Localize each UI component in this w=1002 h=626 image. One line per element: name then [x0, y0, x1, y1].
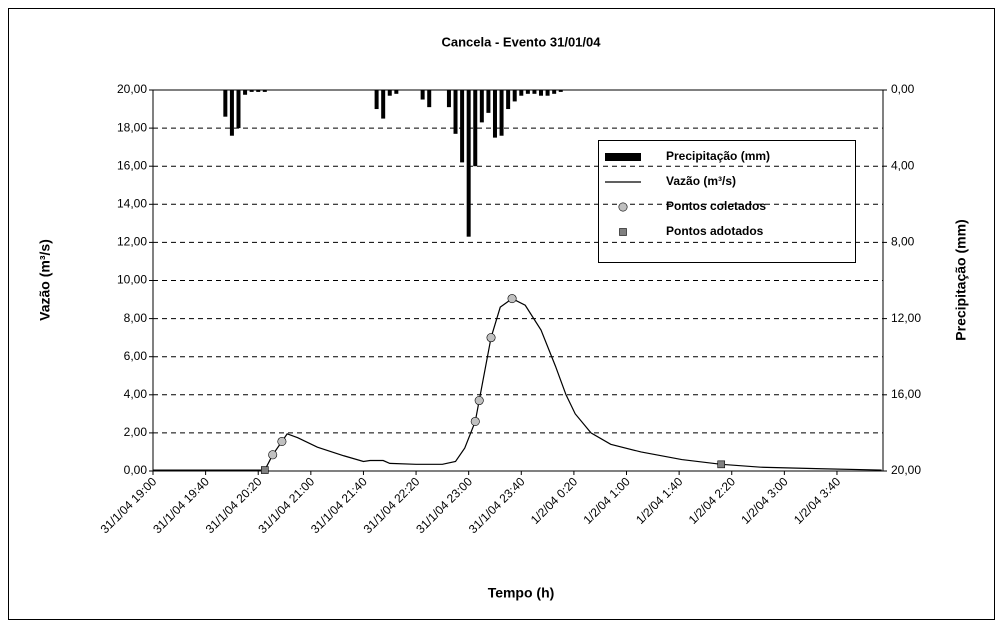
- legend-label: Precipitação (mm): [666, 149, 770, 163]
- legend-swatch: [605, 153, 641, 161]
- precip-bar: [427, 90, 432, 108]
- precip-bar: [256, 90, 261, 92]
- y-tick-label: 16,00: [117, 158, 147, 172]
- y2-tick-label: 20,00: [891, 463, 921, 477]
- adopted-point: [717, 460, 726, 469]
- precip-bar: [525, 90, 530, 94]
- collected-point: [474, 396, 484, 406]
- precip-bar: [512, 90, 517, 102]
- precip-bar: [243, 90, 248, 95]
- y-tick-label: 12,00: [117, 235, 147, 249]
- precip-bar: [552, 90, 557, 94]
- collected-point: [486, 333, 496, 343]
- y2-tick-label: 0,00: [891, 82, 915, 96]
- x-axis-label: Tempo (h): [488, 585, 555, 601]
- y2-tick-label: 4,00: [891, 158, 915, 172]
- y2-tick-label: 16,00: [891, 387, 921, 401]
- precip-bar: [473, 90, 478, 167]
- precip-bar: [539, 90, 544, 96]
- precip-bar: [420, 90, 425, 100]
- y-tick-label: 4,00: [124, 387, 148, 401]
- precip-bar: [558, 90, 563, 92]
- y-tick-label: 8,00: [124, 311, 148, 325]
- precip-bar: [499, 90, 504, 136]
- legend-swatch: [618, 202, 628, 212]
- precip-bar: [532, 90, 537, 94]
- y2-tick-label: 12,00: [891, 311, 921, 325]
- precip-bar: [492, 90, 497, 138]
- y2-tick-label: 8,00: [891, 235, 915, 249]
- precip-bar: [460, 90, 465, 163]
- y-tick-label: 18,00: [117, 120, 147, 134]
- y-tick-label: 14,00: [117, 196, 147, 210]
- y-tick-label: 20,00: [117, 82, 147, 96]
- y-tick-label: 6,00: [124, 349, 148, 363]
- precip-bar: [466, 90, 471, 237]
- precip-bar: [453, 90, 458, 134]
- precip-bar: [486, 90, 491, 113]
- legend-label: Pontos coletados: [666, 199, 766, 213]
- collected-point: [277, 436, 287, 446]
- y-tick-label: 0,00: [124, 463, 148, 477]
- precip-bar: [249, 90, 254, 92]
- y-tick-label: 2,00: [124, 425, 148, 439]
- collected-point: [507, 294, 517, 304]
- legend-swatch: [619, 228, 627, 236]
- precip-bar: [387, 90, 392, 96]
- precip-bar: [519, 90, 524, 96]
- precip-bar: [479, 90, 484, 123]
- legend-label: Vazão (m³/s): [666, 174, 736, 188]
- legend-label: Pontos adotados: [666, 224, 764, 238]
- precip-bar: [262, 90, 267, 92]
- precip-bar: [381, 90, 386, 119]
- y-tick-label: 10,00: [117, 273, 147, 287]
- flow-line: [153, 297, 882, 471]
- precip-bar: [446, 90, 451, 108]
- precip-bar: [545, 90, 550, 96]
- y-axis-label: Vazão (m³/s): [37, 239, 53, 321]
- collected-point: [470, 416, 480, 426]
- chart-title: Cancela - Evento 31/01/04: [442, 34, 602, 49]
- precip-bar: [223, 90, 228, 117]
- collected-point: [268, 450, 278, 460]
- precip-bar: [394, 90, 399, 94]
- y2-axis-label: Precipitação (mm): [953, 219, 969, 340]
- precip-bar: [506, 90, 511, 110]
- adopted-point: [261, 466, 269, 474]
- precip-bar: [374, 90, 379, 110]
- precip-bar: [229, 90, 234, 136]
- precip-bar: [236, 90, 241, 129]
